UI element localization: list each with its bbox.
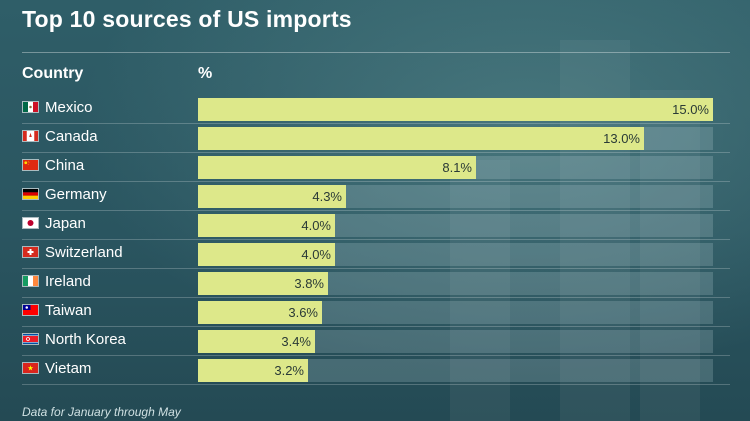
country-label: Ireland — [45, 273, 91, 290]
taiwan-flag-icon — [22, 304, 39, 316]
bar-row: Ireland 3.8% — [22, 269, 730, 298]
bar — [198, 243, 335, 266]
bar-row: Germany 4.3% — [22, 182, 730, 211]
bar-row: Canada 13.0% — [22, 124, 730, 153]
bar-value-label: 3.6% — [288, 305, 318, 320]
bar-value-label: 4.0% — [301, 218, 331, 233]
bar-row: China 8.1% — [22, 153, 730, 182]
china-flag-icon — [22, 159, 39, 171]
row-divider — [22, 210, 730, 211]
bar — [198, 301, 322, 324]
japan-flag-icon — [22, 217, 39, 229]
bar — [198, 214, 335, 237]
bar-value-label: 8.1% — [442, 160, 472, 175]
country-label: Taiwan — [45, 302, 92, 319]
row-divider — [22, 297, 730, 298]
row-divider — [22, 355, 730, 356]
bar-row: Vietam 3.2% — [22, 356, 730, 385]
germany-flag-icon — [22, 188, 39, 200]
north-korea-flag-icon — [22, 333, 39, 345]
row-divider — [22, 239, 730, 240]
bar-track — [198, 301, 713, 324]
bar-row: Taiwan 3.6% — [22, 298, 730, 327]
bar-track — [198, 330, 713, 353]
bar-value-label: 3.8% — [294, 276, 324, 291]
vietnam-flag-icon — [22, 362, 39, 374]
row-divider — [22, 268, 730, 269]
bar-row: North Korea 3.4% — [22, 327, 730, 356]
chart-title: Top 10 sources of US imports — [22, 6, 352, 32]
country-label: Canada — [45, 128, 98, 145]
bar-value-label: 4.0% — [301, 247, 331, 262]
ireland-flag-icon — [22, 275, 39, 287]
canada-flag-icon — [22, 130, 39, 142]
row-divider — [22, 181, 730, 182]
background-column — [640, 90, 700, 421]
country-label: Mexico — [45, 99, 93, 116]
country-label: Vietam — [45, 360, 92, 377]
country-label: Germany — [45, 186, 107, 203]
country-label: China — [45, 157, 85, 174]
row-divider — [22, 326, 730, 327]
bar — [198, 272, 328, 295]
footnote: Data for January through May — [22, 405, 181, 419]
bar-row: Switzerland 4.0% — [22, 240, 730, 269]
background-column — [450, 160, 510, 421]
bar — [198, 127, 644, 150]
bar — [198, 98, 713, 121]
row-divider — [22, 384, 730, 385]
bar-value-label: 3.2% — [274, 363, 304, 378]
title-divider — [22, 52, 730, 53]
bar-value-label: 13.0% — [603, 131, 640, 146]
bar — [198, 185, 346, 208]
row-divider — [22, 123, 730, 124]
country-column-header: Country — [22, 65, 84, 82]
bar-row: Japan 4.0% — [22, 211, 730, 240]
bar — [198, 330, 315, 353]
mexico-flag-icon — [22, 101, 39, 113]
country-label: Switzerland — [45, 244, 123, 261]
bar — [198, 156, 476, 179]
row-divider — [22, 152, 730, 153]
percent-column-header: % — [198, 65, 213, 82]
switzerland-flag-icon — [22, 246, 39, 258]
bar-track — [198, 359, 713, 382]
country-label: North Korea — [45, 331, 126, 348]
bar-value-label: 4.3% — [312, 189, 342, 204]
bar — [198, 359, 308, 382]
bar-value-label: 3.4% — [281, 334, 311, 349]
bar-value-label: 15.0% — [672, 102, 709, 117]
bar-row: Mexico 15.0% — [22, 95, 730, 124]
country-label: Japan — [45, 215, 86, 232]
